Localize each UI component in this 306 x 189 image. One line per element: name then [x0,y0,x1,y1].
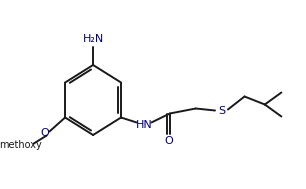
Text: S: S [218,106,225,116]
Text: O: O [40,129,49,139]
Text: H₂N: H₂N [82,34,104,44]
Text: methoxy: methoxy [0,140,42,150]
Text: O: O [165,136,173,146]
Text: HN: HN [136,121,152,130]
